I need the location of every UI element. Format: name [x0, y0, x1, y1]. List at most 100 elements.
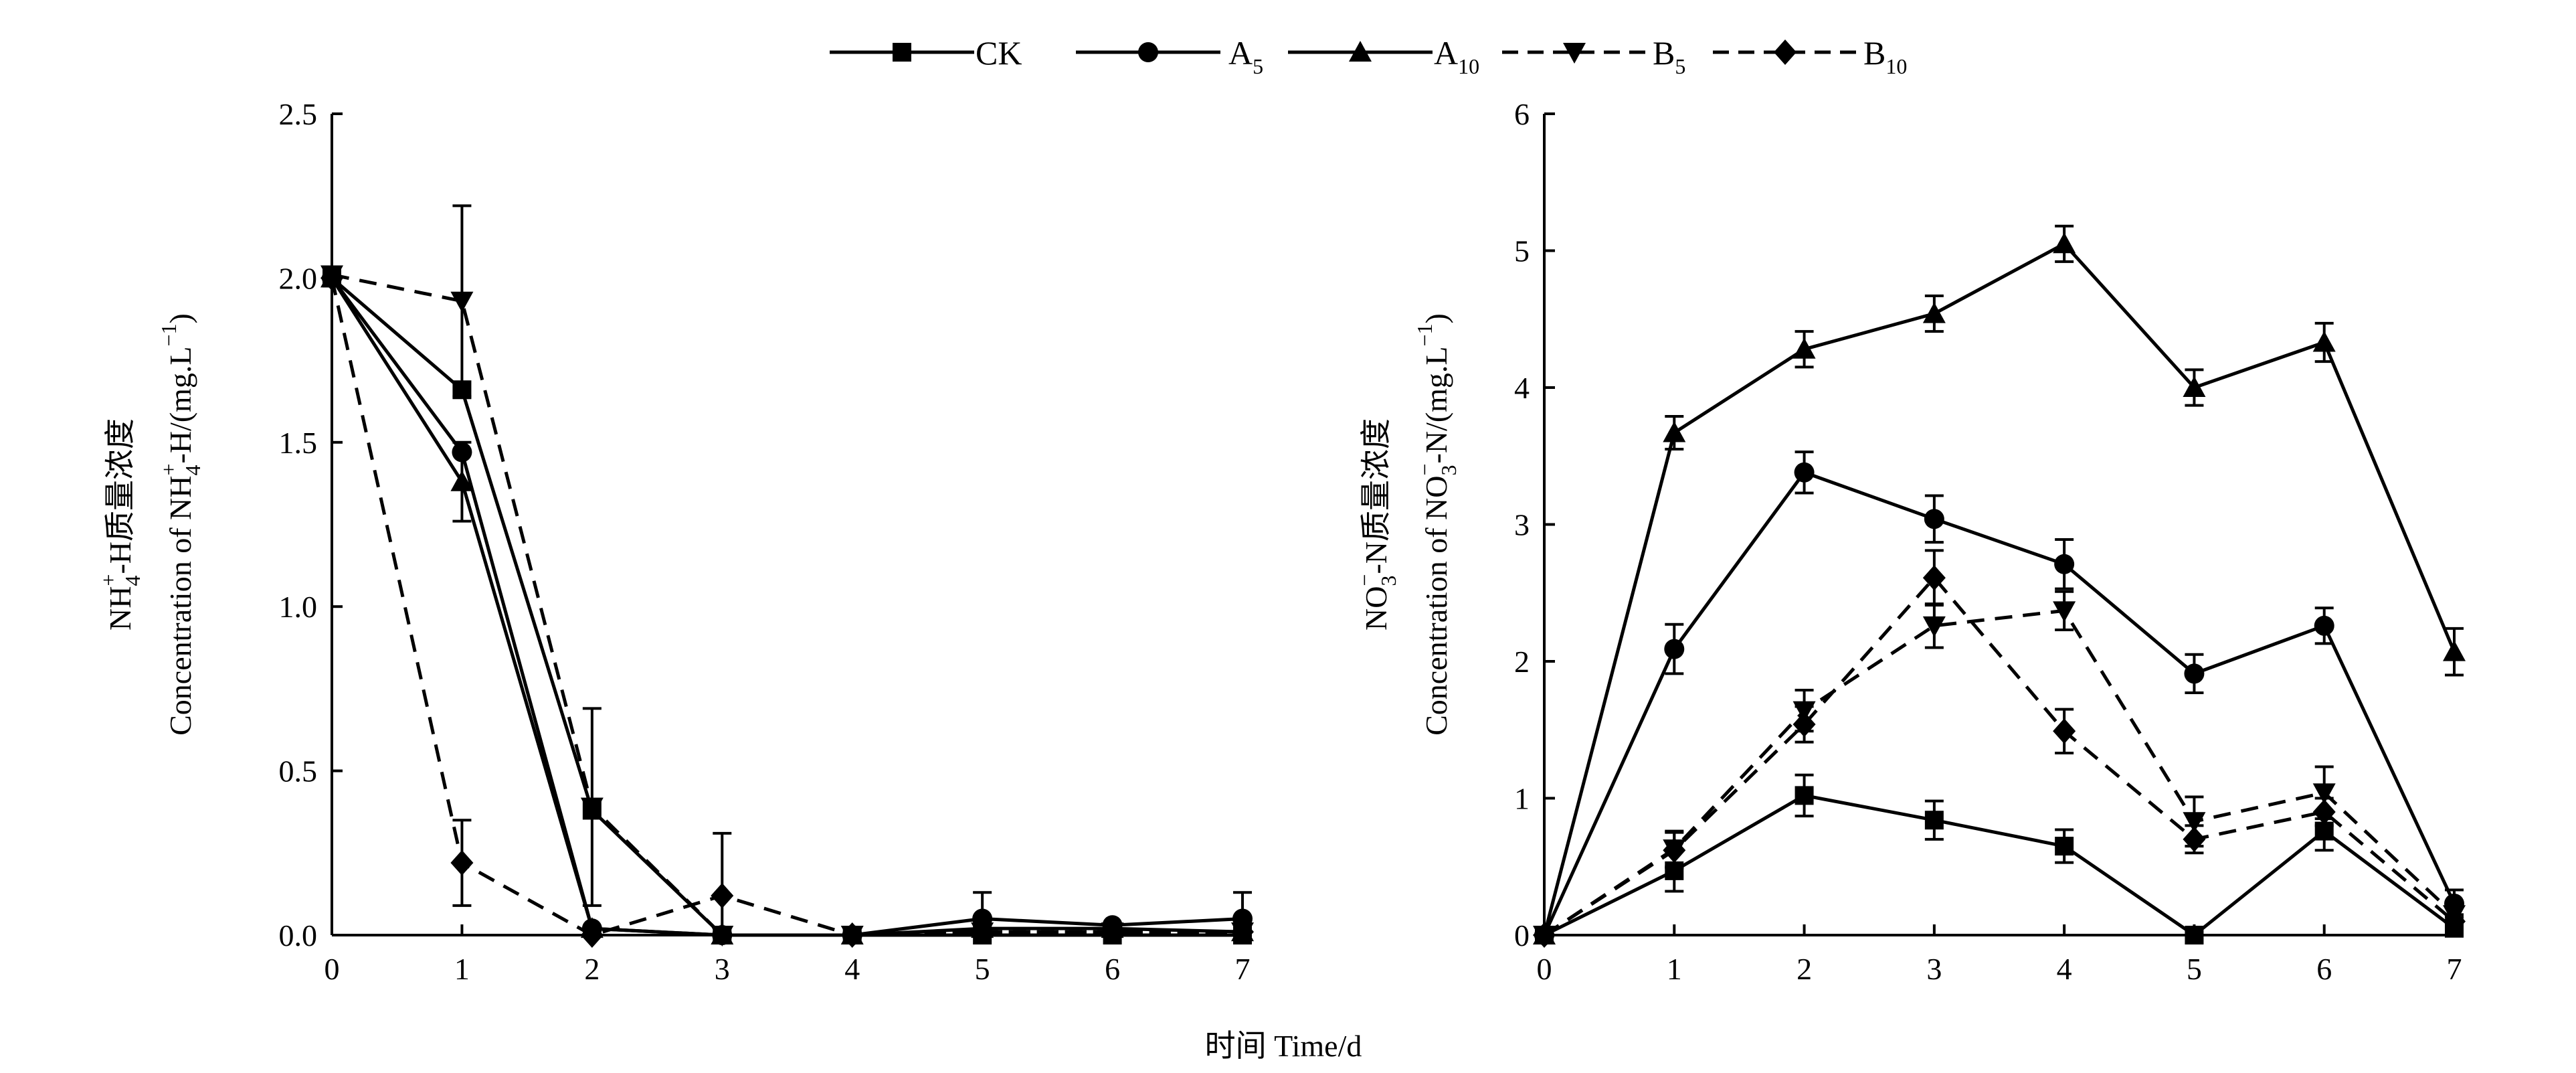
data-point [1794, 462, 1815, 483]
y-tick-label: 3 [1514, 508, 1530, 542]
y-tick-label: 2.5 [279, 97, 318, 131]
legend-marker [1138, 42, 1158, 62]
data-point [1922, 565, 1946, 591]
series-line [1543, 608, 2456, 937]
series-b10 [320, 265, 1254, 948]
data-point [1101, 919, 1124, 945]
data-point [450, 291, 474, 313]
data-point [320, 265, 343, 291]
legend-item-b10: B10 [1713, 34, 1907, 78]
y-tick-label: 2 [1514, 645, 1530, 679]
data-point [1231, 919, 1254, 945]
legend-item-ck: CK [830, 34, 1022, 72]
y-tick-label: 2.0 [279, 261, 318, 295]
y-tick-label: 0 [1514, 918, 1530, 953]
legend-item-a10: A10 [1288, 34, 1479, 78]
data-point [2184, 663, 2205, 684]
data-point [1663, 421, 1686, 442]
data-point [2185, 926, 2204, 944]
y-tick-label: 1.5 [279, 426, 318, 460]
legend-label: B10 [1863, 34, 1907, 78]
x-tick-label: 2 [584, 952, 600, 986]
data-point [1795, 786, 1814, 805]
data-point [1533, 922, 1556, 948]
x-tick-label: 3 [715, 952, 730, 986]
y-axis-title-en: Concentration of NO3−-N/(mg.L−1) [1412, 313, 1461, 736]
series-a10 [320, 266, 1254, 944]
data-point [2055, 837, 2074, 856]
data-point [2054, 554, 2075, 574]
legend-label: CK [976, 34, 1022, 72]
x-tick-label: 0 [325, 952, 340, 986]
data-point [450, 850, 474, 876]
data-point [2183, 812, 2206, 833]
data-point [840, 922, 864, 948]
y-tick-label: 6 [1514, 97, 1530, 131]
data-point [2053, 232, 2076, 254]
data-point [1924, 811, 1944, 830]
legend-marker [1774, 39, 1797, 65]
series-line [330, 277, 1243, 937]
x-tick-label: 4 [2057, 952, 2072, 986]
data-point [971, 919, 994, 945]
y-tick-label: 1.0 [279, 590, 318, 624]
legend: CK A5 A10 B5 B10 [830, 34, 1907, 78]
x-tick-label: 3 [1926, 952, 1942, 986]
y-tick-label: 1 [1514, 782, 1530, 816]
y-tick-label: 4 [1514, 371, 1530, 405]
x-tick-label: 6 [1105, 952, 1120, 986]
data-point [2053, 718, 2076, 744]
data-point [2443, 640, 2466, 661]
data-point [580, 797, 604, 819]
data-point [1663, 837, 1686, 863]
legend-item-a5: A5 [1076, 34, 1263, 78]
panel-ammonium: 0 1 2 3 4 5 6 7 0.0 0.5 1.0 1.5 2.0 2.5 NH4+-H质量浓度 Conc… [96, 97, 1254, 986]
legend-label: B5 [1653, 34, 1685, 78]
series-ck [1535, 773, 2464, 944]
series-a10 [1533, 224, 2466, 944]
series-line [1543, 793, 2456, 938]
data-point [450, 470, 474, 491]
series-line [330, 276, 1243, 937]
data-point [1664, 639, 1685, 659]
x-tick-label: 6 [2316, 952, 2332, 986]
data-point [580, 922, 604, 948]
x-tick-label: 5 [2187, 952, 2202, 986]
series-line [1542, 470, 2456, 936]
data-point [1922, 302, 1946, 323]
data-point [2314, 615, 2334, 636]
y-axis-title-en: Concentration of NH4+-H/(mg.L−1) [157, 313, 205, 736]
legend-label: A10 [1434, 34, 1479, 78]
y-tick-label: 0.0 [279, 918, 318, 953]
series-line [331, 276, 1243, 937]
series-line [1543, 575, 2456, 937]
data-point [1792, 712, 1816, 738]
data-point [1792, 337, 1816, 359]
y-tick-label: 5 [1514, 234, 1530, 268]
x-tick-label: 7 [2447, 952, 2462, 986]
x-tick-label: 5 [975, 952, 990, 986]
x-axis-label: 时间 Time/d [1205, 1029, 1362, 1063]
series-b10 [1533, 549, 2466, 948]
x-tick-label: 1 [1667, 952, 1682, 986]
series-a5 [1534, 450, 2464, 945]
data-point [2312, 799, 2336, 825]
x-tick-label: 0 [1537, 952, 1552, 986]
data-point [1922, 616, 1946, 637]
panel-nitrate: 0 1 2 3 4 5 6 7 0 1 2 3 4 5 6 NO3−-N质量浓度 Concentration o… [1352, 97, 2466, 986]
data-point [711, 883, 734, 909]
data-point [2183, 826, 2206, 852]
y-tick-label: 0.5 [279, 754, 318, 789]
legend-marker [1563, 43, 1586, 64]
legend-marker [1349, 41, 1372, 62]
data-point [2312, 331, 2336, 352]
series-line [331, 273, 1243, 937]
y-axis-title-cn: NO3−-N质量浓度 [1352, 418, 1400, 631]
series-b5 [320, 204, 1254, 946]
legend-item-b5: B5 [1502, 34, 1685, 78]
x-tick-label: 4 [844, 952, 860, 986]
legend-label: A5 [1228, 34, 1263, 78]
series-line [1542, 242, 2456, 936]
data-point [2443, 908, 2466, 934]
